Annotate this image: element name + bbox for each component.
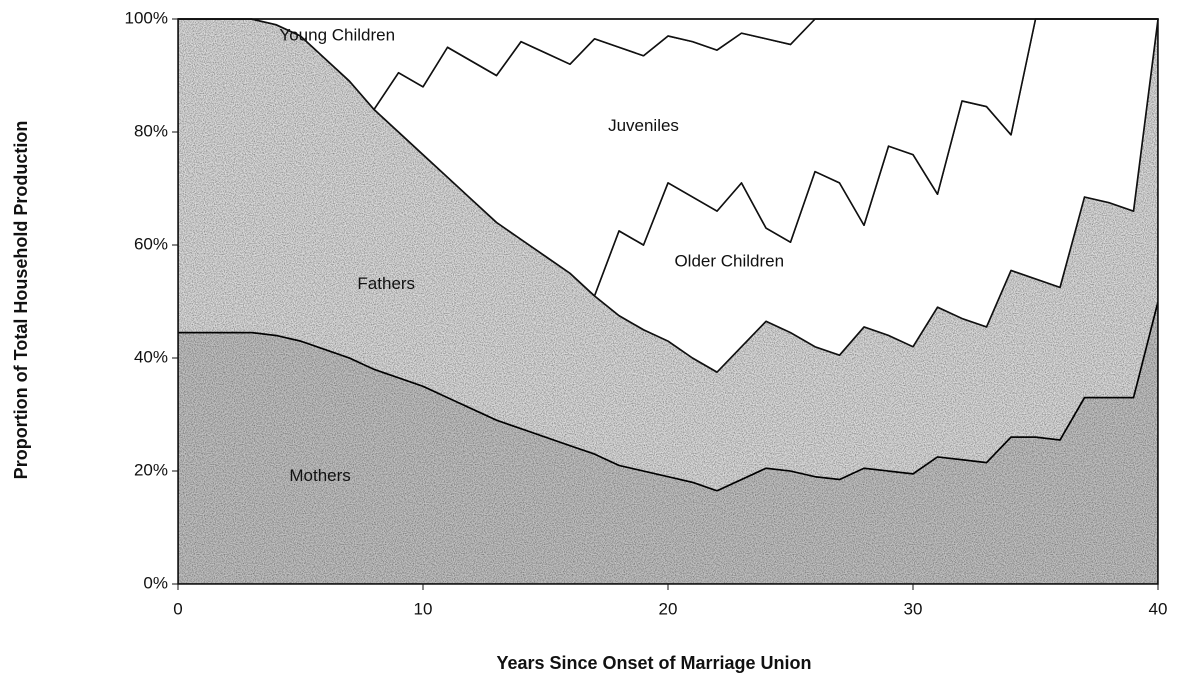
x-axis-title: Years Since Onset of Marriage Union (496, 653, 811, 673)
area-label: Mothers (289, 466, 350, 485)
x-tick-label: 10 (414, 599, 433, 618)
y-tick-label: 80% (134, 121, 168, 140)
y-tick-label: 100% (125, 8, 168, 27)
x-tick-label: 20 (659, 599, 678, 618)
x-tick-label: 0 (173, 599, 182, 618)
y-tick-label: 60% (134, 234, 168, 253)
area-label: Fathers (357, 274, 415, 293)
x-tick-label: 30 (904, 599, 923, 618)
y-tick-label: 0% (143, 573, 168, 592)
y-tick-label: 20% (134, 460, 168, 479)
area-label: Young Children (279, 25, 395, 44)
y-tick-label: 40% (134, 347, 168, 366)
y-axis-title: Proportion of Total Household Production (11, 121, 31, 480)
area-label: Juveniles (608, 116, 679, 135)
area-label: Older Children (674, 251, 784, 270)
x-tick-label: 40 (1149, 599, 1168, 618)
